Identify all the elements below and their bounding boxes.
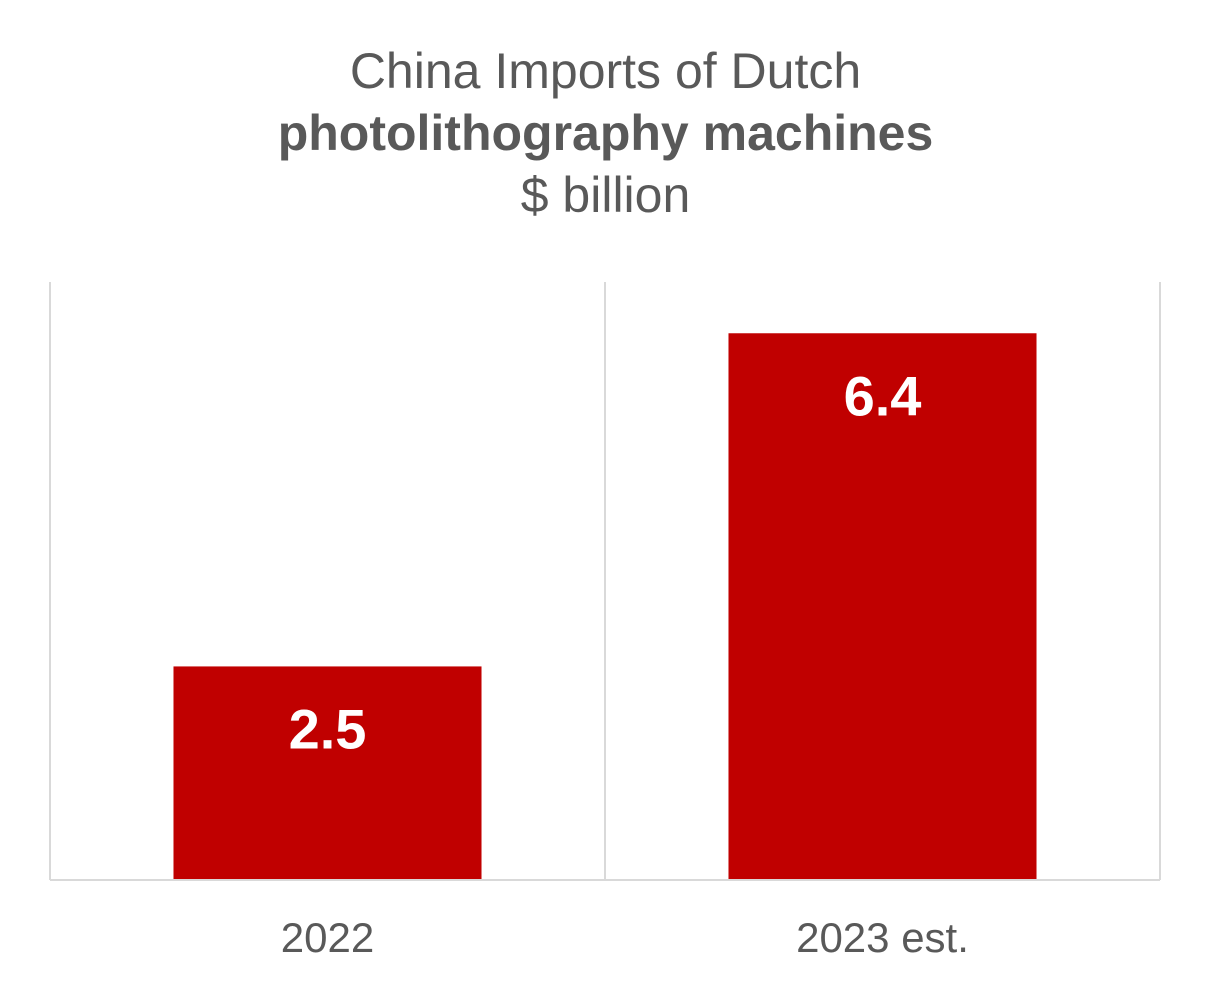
bar-1 bbox=[728, 333, 1037, 880]
data-label-0: 2.5 bbox=[289, 697, 367, 760]
x-tick-label-1: 2023 est. bbox=[796, 914, 969, 961]
bars-group bbox=[173, 333, 1037, 880]
data-label-1: 6.4 bbox=[844, 364, 922, 427]
chart-subtitle: $ billion bbox=[520, 167, 691, 223]
chart-title: China Imports of Dutch photolithography … bbox=[0, 40, 1211, 226]
labels-group: 2.5 2022 6.4 2023 est. bbox=[281, 364, 969, 961]
axes-group bbox=[49, 282, 1161, 881]
bar-0 bbox=[173, 666, 482, 880]
title-line-2: photolithography machines bbox=[277, 105, 934, 161]
title-line-1: China Imports of Dutch bbox=[349, 43, 862, 99]
x-tick-label-0: 2022 bbox=[281, 914, 374, 961]
